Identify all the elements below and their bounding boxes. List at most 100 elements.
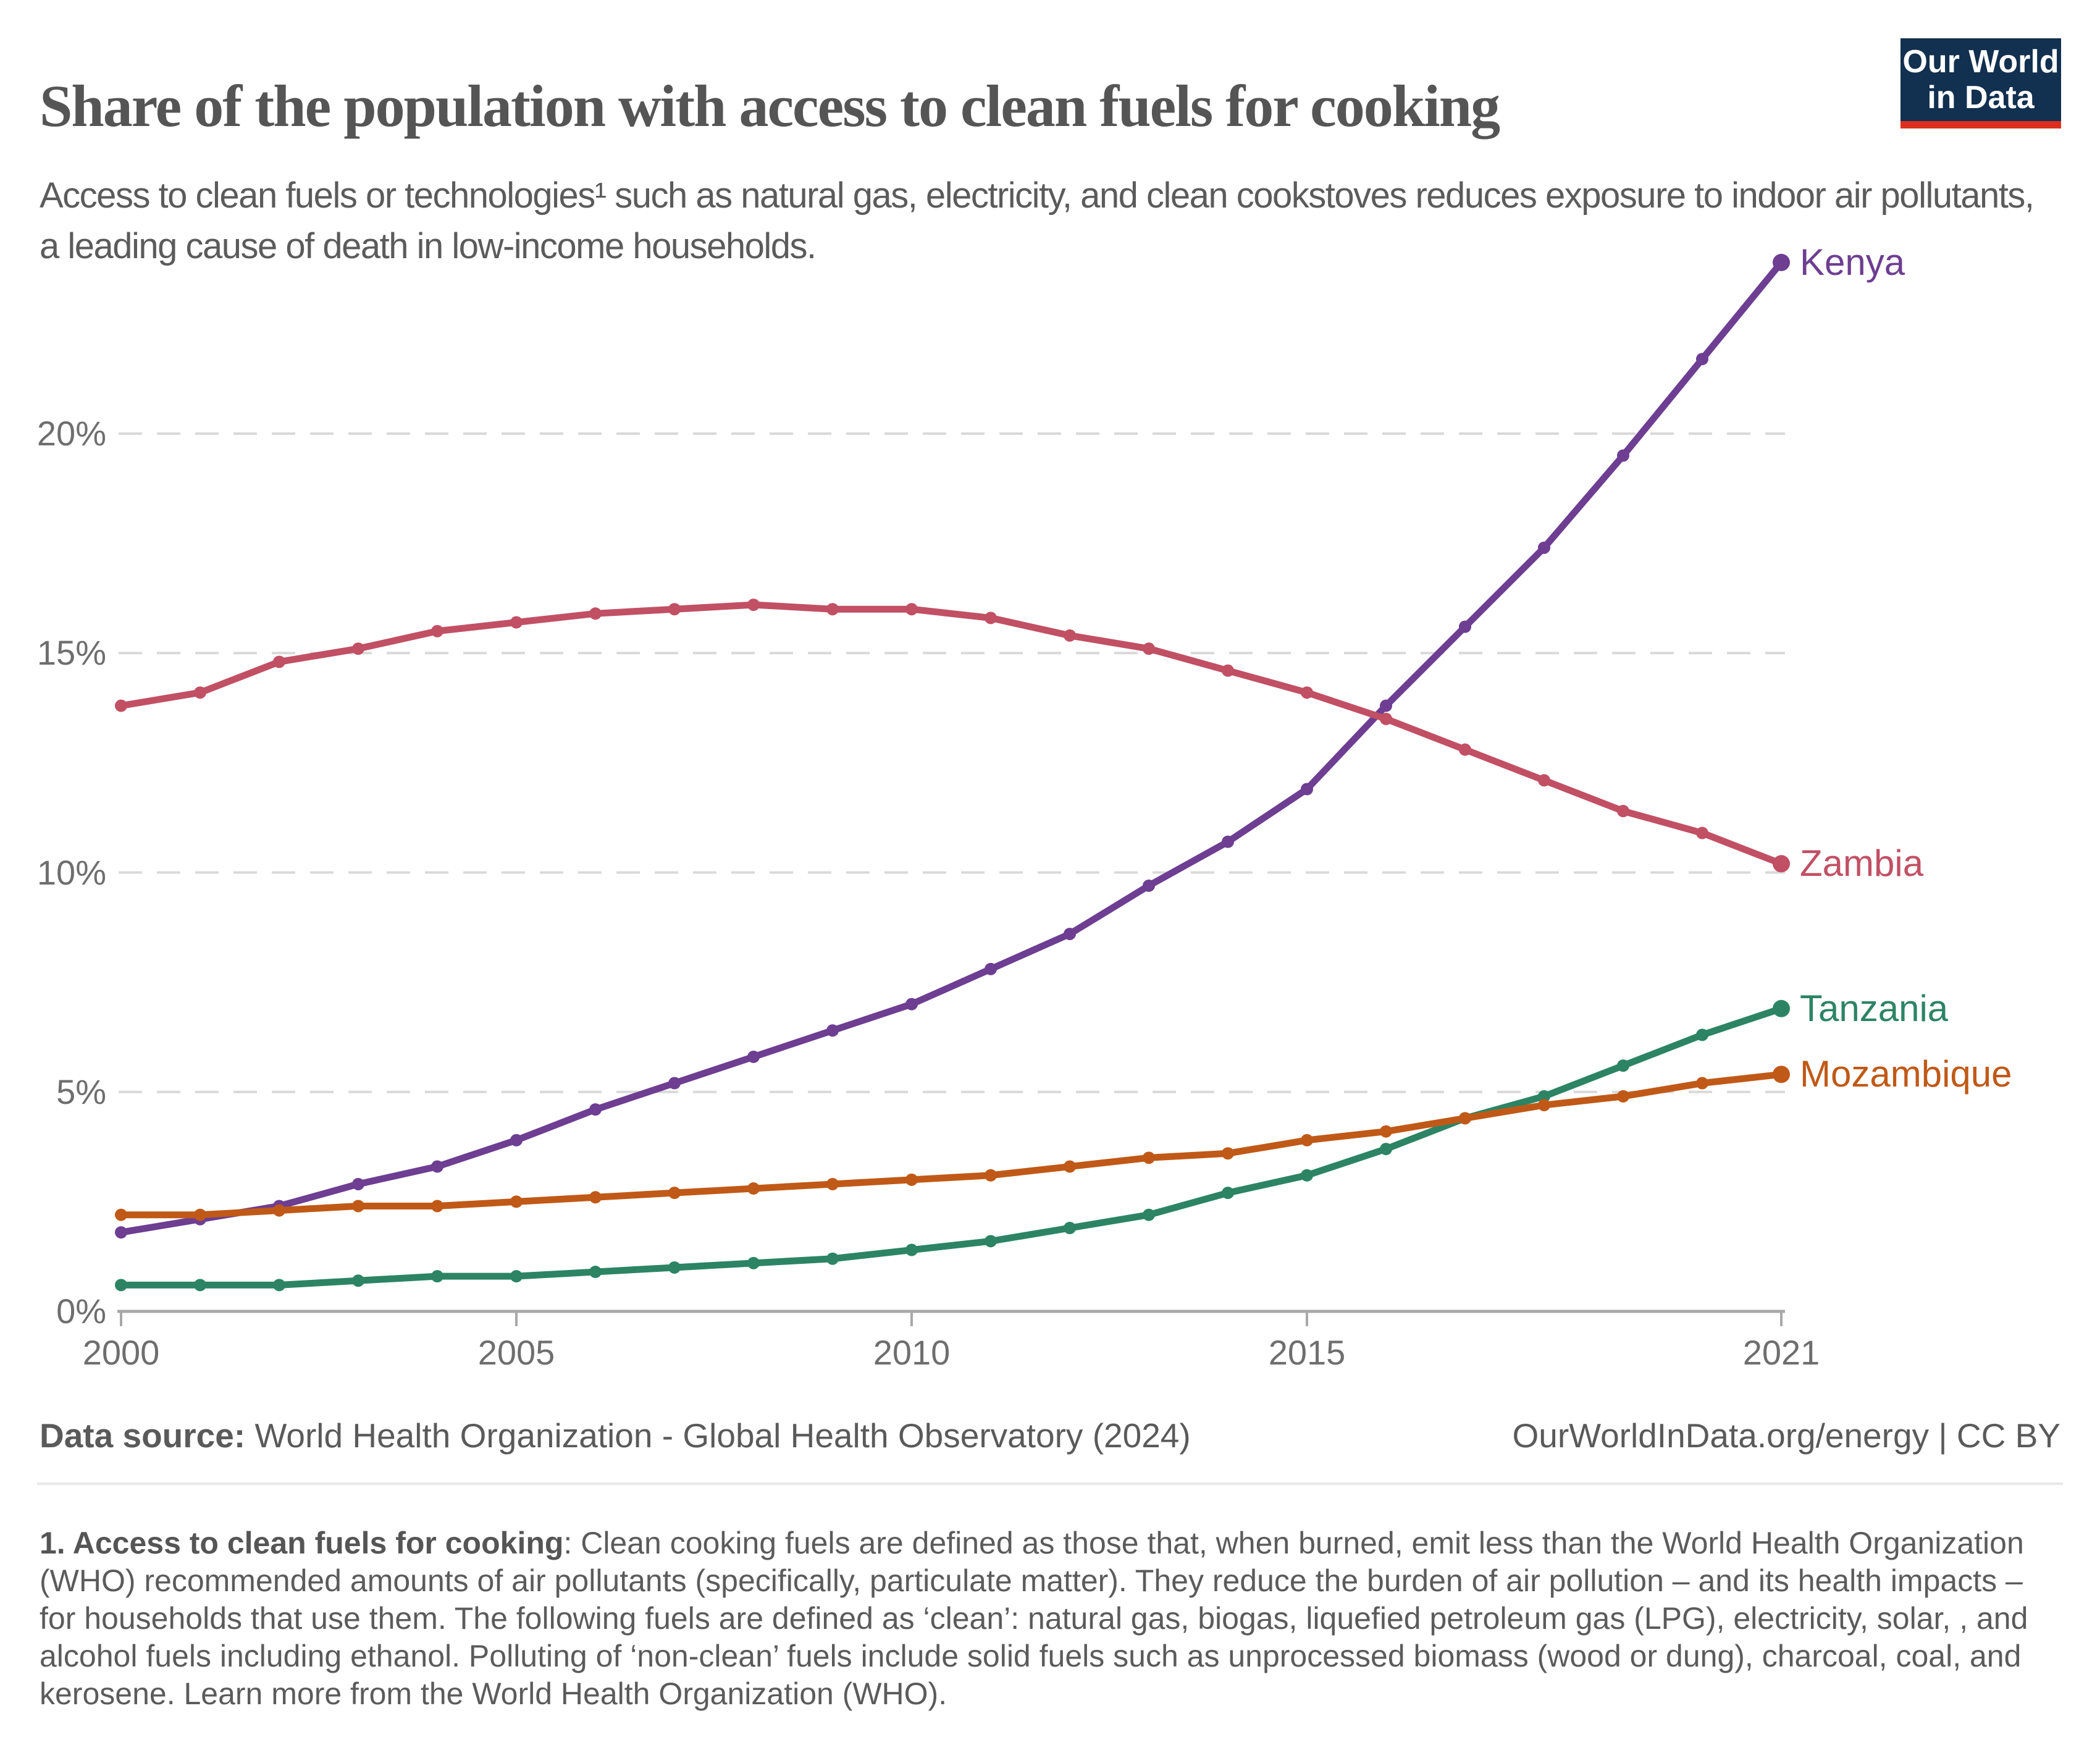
data-point-zambia-2006[interactable] (589, 607, 602, 620)
data-point-mozambique-2017[interactable] (1459, 1112, 1471, 1125)
data-point-tanzania-2007[interactable] (668, 1261, 681, 1274)
series-label-tanzania[interactable]: Tanzania (1800, 987, 1949, 1029)
data-point-zambia-2005[interactable] (510, 616, 523, 629)
data-point-zambia-2011[interactable] (985, 612, 997, 624)
data-point-mozambique-2000[interactable] (115, 1208, 127, 1221)
data-point-zambia-2012[interactable] (1064, 629, 1076, 642)
data-point-zambia-2021[interactable] (1773, 855, 1790, 873)
series-line-zambia[interactable] (117, 601, 1785, 867)
series-label-kenya[interactable]: Kenya (1800, 241, 1905, 283)
data-point-mozambique-2016[interactable] (1380, 1125, 1392, 1138)
data-point-tanzania-2005[interactable] (510, 1270, 523, 1283)
owid-logo-line1: Our World (1902, 44, 2059, 80)
data-point-mozambique-2003[interactable] (352, 1200, 364, 1213)
data-point-zambia-2015[interactable] (1301, 686, 1313, 699)
data-point-tanzania-2016[interactable] (1380, 1143, 1392, 1156)
data-point-tanzania-2010[interactable] (905, 1243, 918, 1256)
series-line-mozambique[interactable] (117, 1070, 1785, 1219)
data-point-mozambique-2005[interactable] (510, 1195, 523, 1208)
y-axis-tick-label-20: 20% (36, 414, 106, 453)
data-point-kenya-2013[interactable] (1143, 879, 1155, 892)
data-point-mozambique-2015[interactable] (1301, 1133, 1313, 1146)
data-point-tanzania-2009[interactable] (826, 1252, 839, 1265)
data-point-zambia-2017[interactable] (1459, 743, 1471, 756)
data-point-kenya-2010[interactable] (905, 998, 918, 1011)
data-point-mozambique-2006[interactable] (589, 1191, 602, 1204)
data-point-zambia-2013[interactable] (1143, 642, 1155, 655)
x-axis-tick-label-2005: 2005 (477, 1333, 555, 1372)
data-point-kenya-2018[interactable] (1538, 541, 1550, 554)
data-point-kenya-2005[interactable] (510, 1133, 523, 1146)
data-point-mozambique-2014[interactable] (1222, 1147, 1234, 1160)
data-point-tanzania-2001[interactable] (194, 1279, 206, 1292)
data-point-mozambique-2012[interactable] (1064, 1160, 1076, 1173)
data-point-tanzania-2000[interactable] (115, 1279, 127, 1292)
data-point-kenya-2021[interactable] (1773, 253, 1790, 271)
data-point-zambia-2008[interactable] (747, 599, 760, 612)
data-point-mozambique-2010[interactable] (905, 1173, 918, 1186)
data-point-kenya-2000[interactable] (115, 1226, 127, 1239)
data-point-mozambique-2001[interactable] (194, 1208, 206, 1221)
data-point-tanzania-2008[interactable] (747, 1256, 760, 1269)
data-point-tanzania-2011[interactable] (985, 1235, 997, 1248)
data-point-zambia-2000[interactable] (115, 699, 127, 712)
data-point-mozambique-2020[interactable] (1696, 1077, 1708, 1090)
data-point-mozambique-2011[interactable] (985, 1169, 997, 1182)
data-point-zambia-2014[interactable] (1222, 664, 1234, 677)
data-point-kenya-2007[interactable] (668, 1077, 681, 1090)
data-point-zambia-2001[interactable] (194, 686, 206, 699)
data-point-kenya-2020[interactable] (1696, 353, 1708, 366)
series-label-zambia[interactable]: Zambia (1800, 843, 1924, 885)
data-point-kenya-2012[interactable] (1064, 927, 1076, 940)
data-point-zambia-2018[interactable] (1538, 774, 1550, 787)
data-point-mozambique-2008[interactable] (747, 1182, 760, 1195)
data-point-mozambique-2002[interactable] (273, 1204, 285, 1217)
data-point-kenya-2006[interactable] (589, 1103, 602, 1116)
data-point-tanzania-2006[interactable] (589, 1266, 602, 1279)
data-point-kenya-2003[interactable] (352, 1177, 364, 1190)
data-point-zambia-2019[interactable] (1617, 805, 1629, 818)
data-point-kenya-2015[interactable] (1301, 783, 1313, 796)
data-point-kenya-2014[interactable] (1222, 835, 1234, 848)
data-point-mozambique-2004[interactable] (431, 1200, 443, 1213)
data-point-mozambique-2018[interactable] (1538, 1099, 1550, 1112)
license-link[interactable]: OurWorldInData.org/energy | CC BY (1512, 1416, 2060, 1455)
data-point-kenya-2009[interactable] (826, 1024, 839, 1037)
data-point-tanzania-2021[interactable] (1773, 999, 1790, 1017)
data-point-zambia-2003[interactable] (352, 642, 364, 655)
data-point-tanzania-2018[interactable] (1538, 1090, 1550, 1103)
data-point-mozambique-2009[interactable] (826, 1177, 839, 1190)
data-point-zambia-2007[interactable] (668, 603, 681, 616)
data-point-tanzania-2002[interactable] (273, 1279, 285, 1292)
data-point-zambia-2004[interactable] (431, 624, 443, 637)
data-point-tanzania-2020[interactable] (1696, 1028, 1708, 1041)
data-point-zambia-2016[interactable] (1380, 712, 1392, 725)
chart-subtitle: Access to clean fuels or technologies¹ s… (40, 175, 2035, 266)
footnote-1: 1. Access to clean fuels for cooking: Cl… (40, 1524, 2065, 1713)
data-point-mozambique-2021[interactable] (1773, 1066, 1790, 1083)
data-point-kenya-2016[interactable] (1380, 699, 1392, 712)
series-line-tanzania[interactable] (117, 1005, 1785, 1289)
owid-logo[interactable]: Our World in Data (1900, 38, 2061, 128)
data-point-zambia-2002[interactable] (273, 655, 285, 668)
data-point-tanzania-2013[interactable] (1143, 1208, 1155, 1221)
data-point-tanzania-2012[interactable] (1064, 1222, 1076, 1235)
series-line-kenya[interactable] (117, 259, 1785, 1236)
data-point-kenya-2019[interactable] (1617, 449, 1629, 462)
data-point-tanzania-2004[interactable] (431, 1270, 443, 1283)
data-point-zambia-2009[interactable] (826, 603, 839, 616)
series-label-mozambique[interactable]: Mozambique (1800, 1053, 2012, 1095)
data-point-tanzania-2015[interactable] (1301, 1169, 1313, 1182)
data-point-mozambique-2007[interactable] (668, 1187, 681, 1200)
data-point-tanzania-2003[interactable] (352, 1274, 364, 1287)
data-point-tanzania-2014[interactable] (1222, 1187, 1234, 1200)
data-point-mozambique-2019[interactable] (1617, 1090, 1629, 1103)
data-point-kenya-2011[interactable] (985, 962, 997, 975)
data-point-zambia-2020[interactable] (1696, 826, 1708, 839)
data-point-kenya-2004[interactable] (431, 1160, 443, 1173)
data-point-zambia-2010[interactable] (905, 603, 918, 616)
data-point-mozambique-2013[interactable] (1143, 1151, 1155, 1164)
data-point-kenya-2017[interactable] (1459, 620, 1471, 633)
data-point-tanzania-2019[interactable] (1617, 1059, 1629, 1072)
data-point-kenya-2008[interactable] (747, 1050, 760, 1063)
